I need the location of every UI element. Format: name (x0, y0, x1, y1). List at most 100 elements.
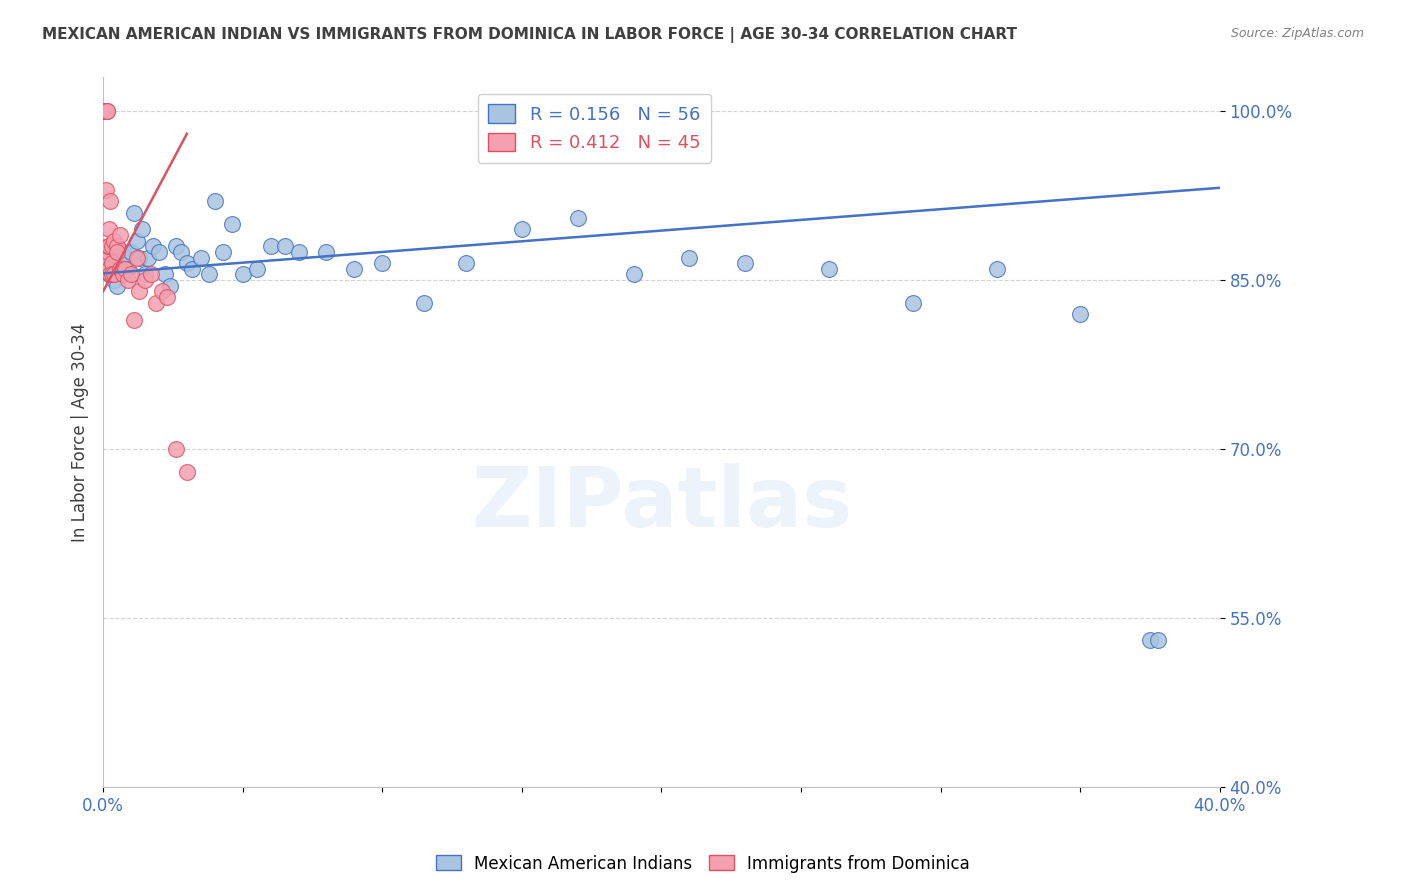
Text: ZIPatlas: ZIPatlas (471, 463, 852, 543)
Point (315, 244, 337, 259)
Point (117, 273, 139, 287)
Point (204, 194, 226, 209)
Point (105, 244, 128, 259)
Text: Source: ZipAtlas.com: Source: ZipAtlas.com (1230, 27, 1364, 40)
Point (165, 239, 187, 253)
Point (94, 104, 117, 119)
Point (165, 442, 187, 456)
Point (96, 183, 118, 197)
Point (567, 211, 589, 226)
Point (343, 261, 366, 276)
Point (97, 268, 120, 282)
Point (134, 273, 156, 287)
Point (100, 251, 122, 265)
Point (96, 104, 118, 119)
Point (181, 261, 204, 276)
Point (100, 256, 122, 270)
Point (94, 261, 117, 276)
Point (139, 268, 162, 282)
Point (212, 244, 235, 259)
Point (122, 205, 145, 219)
Point (1069, 307, 1091, 321)
Point (413, 295, 436, 310)
Point (287, 244, 309, 259)
Point (103, 273, 125, 287)
Point (108, 261, 131, 276)
Point (122, 312, 145, 326)
Point (156, 290, 179, 304)
Point (111, 244, 134, 259)
Point (131, 222, 153, 236)
Point (103, 268, 125, 282)
Point (170, 244, 193, 259)
Point (145, 295, 167, 310)
Point (510, 222, 533, 236)
Y-axis label: In Labor Force | Age 30-34: In Labor Force | Age 30-34 (72, 323, 89, 541)
Point (93, 104, 115, 119)
Point (97, 251, 120, 265)
Point (97, 260, 120, 274)
Point (111, 268, 134, 282)
Point (371, 256, 394, 270)
Point (98, 239, 121, 253)
Point (94, 104, 117, 119)
Point (103, 234, 125, 248)
Point (176, 256, 198, 270)
Point (125, 234, 148, 248)
Point (120, 268, 142, 282)
Point (678, 251, 700, 265)
Point (108, 261, 131, 276)
Point (136, 251, 159, 265)
Point (153, 268, 176, 282)
Point (1139, 633, 1161, 648)
Point (97, 222, 120, 236)
Point (105, 239, 128, 253)
Point (93, 264, 115, 278)
Point (120, 244, 142, 259)
Point (148, 244, 170, 259)
Point (94, 104, 117, 119)
Point (111, 268, 134, 282)
Point (176, 465, 198, 479)
Point (818, 261, 841, 276)
Point (623, 268, 645, 282)
Point (901, 295, 924, 310)
Point (221, 217, 243, 231)
Point (94, 104, 117, 119)
Point (986, 261, 1008, 276)
Point (134, 268, 156, 282)
Point (114, 251, 136, 265)
Point (97, 261, 120, 276)
Point (94, 264, 117, 278)
Point (100, 239, 122, 253)
Point (98, 194, 121, 209)
Point (96, 104, 118, 119)
Point (93, 104, 115, 119)
Point (100, 268, 122, 282)
Point (128, 251, 150, 265)
Point (142, 239, 165, 253)
Point (125, 251, 148, 265)
Point (98, 268, 121, 282)
Point (93, 251, 115, 265)
Point (734, 256, 756, 270)
Point (159, 278, 181, 293)
Point (232, 268, 254, 282)
Point (273, 239, 295, 253)
Point (97, 244, 120, 259)
Text: MEXICAN AMERICAN INDIAN VS IMMIGRANTS FROM DOMINICA IN LABOR FORCE | AGE 30-34 C: MEXICAN AMERICAN INDIAN VS IMMIGRANTS FR… (42, 27, 1017, 43)
Point (108, 228, 131, 243)
Point (108, 256, 131, 270)
Point (128, 285, 150, 299)
Point (94, 104, 117, 119)
Point (114, 261, 136, 276)
Point (105, 278, 128, 293)
Point (105, 239, 128, 253)
Legend: Mexican American Indians, Immigrants from Dominica: Mexican American Indians, Immigrants fro… (429, 848, 977, 880)
Point (97, 239, 120, 253)
Point (190, 251, 212, 265)
Legend: R = 0.156   N = 56, R = 0.412   N = 45: R = 0.156 N = 56, R = 0.412 N = 45 (478, 94, 711, 163)
Point (103, 244, 125, 259)
Point (198, 268, 221, 282)
Point (117, 261, 139, 276)
